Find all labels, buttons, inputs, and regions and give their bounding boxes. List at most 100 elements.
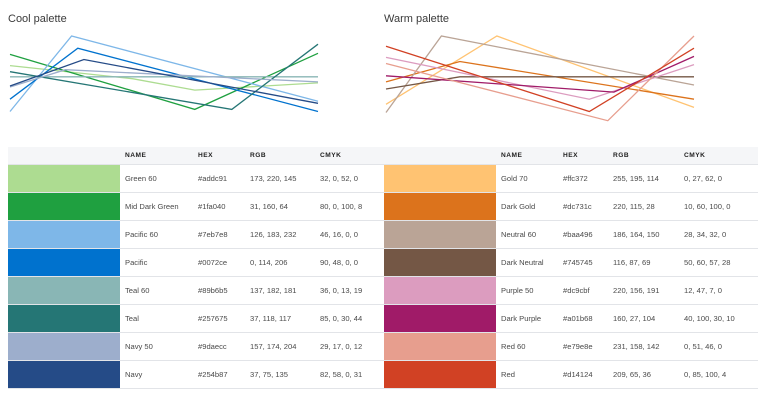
color-swatch (384, 165, 496, 192)
table-row: Gold 70 #ffc372 255, 195, 114 0, 27, 62, 0 (384, 164, 758, 193)
color-hex: #7eb7e8 (198, 220, 250, 249)
color-cmyk: 80, 0, 100, 8 (320, 192, 384, 221)
color-name: Neutral 60 (496, 220, 563, 249)
color-cmyk: 36, 0, 13, 19 (320, 276, 384, 305)
swatch-cell (8, 164, 120, 193)
color-cmyk: 28, 34, 32, 0 (684, 220, 758, 249)
color-cmyk: 12, 47, 7, 0 (684, 276, 758, 305)
color-hex: #e79e8e (563, 332, 613, 361)
cmyk-header: CMYK (684, 147, 758, 165)
table-row: Purple 50 #dc9cbf 220, 156, 191 12, 47, 7, … (384, 276, 758, 305)
color-swatch (8, 165, 120, 192)
swatch-cell (8, 332, 120, 361)
swatch-cell (384, 248, 496, 277)
name-header: NAME (120, 147, 198, 165)
color-swatch (8, 305, 120, 332)
series-line-mid-dark-green (9, 52, 319, 111)
swatch-header (8, 147, 120, 165)
warm-palette-table: NAME HEX RGB CMYK Gold 70 #ffc372 255, 195… (384, 147, 758, 389)
table-row: Mid Dark Green #1fa040 31, 160, 64 80, 0, 1… (8, 192, 384, 221)
color-rgb: 255, 195, 114 (613, 164, 684, 193)
table-header-row: NAME HEX RGB CMYK (384, 147, 758, 165)
color-hex: #dc731c (563, 192, 613, 221)
color-hex: #89b6b5 (198, 276, 250, 305)
table-row: Red #d14124 209, 65, 36 0, 85, 100, 4 (384, 360, 758, 389)
color-swatch (384, 305, 496, 332)
series-line-navy-50 (9, 69, 319, 88)
color-name: Mid Dark Green (120, 192, 198, 221)
name-header: NAME (496, 147, 563, 165)
color-hex: #dc9cbf (563, 276, 613, 305)
swatch-cell (384, 164, 496, 193)
series-line-neutral-60 (385, 35, 695, 113)
table-row: Teal 60 #89b6b5 137, 182, 181 36, 0, 13, 19 (8, 276, 384, 305)
color-cmyk: 0, 85, 100, 4 (684, 360, 758, 389)
swatch-cell (384, 332, 496, 361)
color-swatch (384, 333, 496, 360)
color-cmyk: 0, 51, 46, 0 (684, 332, 758, 361)
table-row: Neutral 60 #baa496 186, 164, 150 28, 34, 32… (384, 220, 758, 249)
warm-palette-title: Warm palette (384, 13, 450, 25)
color-rgb: 220, 156, 191 (613, 276, 684, 305)
warm-line-chart (384, 30, 704, 142)
color-hex: #baa496 (563, 220, 613, 249)
series-line-red (385, 45, 695, 113)
cool-palette-title: Cool palette (8, 13, 67, 25)
series-line-dark-purple (385, 55, 695, 93)
color-name: Teal (120, 304, 198, 333)
color-name: Navy 50 (120, 332, 198, 361)
table-row: Pacific #0072ce 0, 114, 206 90, 48, 0, 0 (8, 248, 384, 277)
color-name: Red (496, 360, 563, 389)
color-name: Red 60 (496, 332, 563, 361)
rgb-header: RGB (250, 147, 320, 165)
cool-chart-plot (9, 35, 319, 113)
color-name: Dark Purple (496, 304, 563, 333)
color-name: Green 60 (120, 164, 198, 193)
color-hex: #1fa040 (198, 192, 250, 221)
color-rgb: 126, 183, 232 (250, 220, 320, 249)
table-header-row: NAME HEX RGB CMYK (8, 147, 384, 165)
swatch-cell (8, 276, 120, 305)
color-hex: #addc91 (198, 164, 250, 193)
color-rgb: 220, 115, 28 (613, 192, 684, 221)
table-row: Dark Purple #a01b68 160, 27, 104 40, 100, 3… (384, 304, 758, 333)
color-cmyk: 85, 0, 30, 44 (320, 304, 384, 333)
color-swatch (384, 221, 496, 248)
color-rgb: 137, 182, 181 (250, 276, 320, 305)
series-line-pacific (9, 47, 319, 113)
color-rgb: 37, 118, 117 (250, 304, 320, 333)
swatch-cell (384, 304, 496, 333)
series-line-teal (9, 43, 319, 111)
swatch-cell (384, 192, 496, 221)
table-row: Dark Gold #dc731c 220, 115, 28 10, 60, 100,… (384, 192, 758, 221)
color-rgb: 231, 158, 142 (613, 332, 684, 361)
swatch-cell (384, 220, 496, 249)
color-rgb: 157, 174, 204 (250, 332, 320, 361)
cmyk-header: CMYK (320, 147, 384, 165)
series-line-dark-gold (385, 60, 695, 100)
color-hex: #d14124 (563, 360, 613, 389)
color-rgb: 0, 114, 206 (250, 248, 320, 277)
swatch-cell (384, 360, 496, 389)
table-row: Teal #257675 37, 118, 117 85, 0, 30, 44 (8, 304, 384, 333)
color-rgb: 116, 87, 69 (613, 248, 684, 277)
table-row: Dark Neutral #745745 116, 87, 69 50, 60, 57… (384, 248, 758, 277)
cool-palette-table: NAME HEX RGB CMYK Green 60 #addc91 173, 22… (8, 147, 384, 389)
color-swatch (8, 193, 120, 220)
color-rgb: 186, 164, 150 (613, 220, 684, 249)
color-hex: #9daecc (198, 332, 250, 361)
color-name: Pacific 60 (120, 220, 198, 249)
series-line-navy (9, 58, 319, 104)
table-row: Green 60 #addc91 173, 220, 145 32, 0, 52, 0 (8, 164, 384, 193)
swatch-header (384, 147, 496, 165)
color-hex: #0072ce (198, 248, 250, 277)
color-name: Dark Neutral (496, 248, 563, 277)
series-line-purple-50 (385, 56, 695, 100)
color-cmyk: 29, 17, 0, 12 (320, 332, 384, 361)
color-name: Navy (120, 360, 198, 389)
color-cmyk: 82, 58, 0, 31 (320, 360, 384, 389)
swatch-cell (8, 248, 120, 277)
color-rgb: 31, 160, 64 (250, 192, 320, 221)
series-line-dark-neutral (385, 76, 694, 90)
color-swatch (8, 277, 120, 304)
